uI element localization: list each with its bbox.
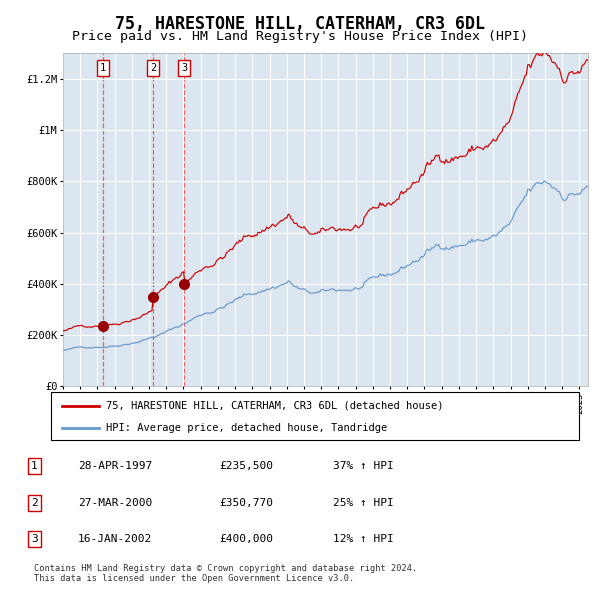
Text: £235,500: £235,500 — [219, 461, 273, 471]
Text: 28-APR-1997: 28-APR-1997 — [78, 461, 152, 471]
Text: 75, HARESTONE HILL, CATERHAM, CR3 6DL: 75, HARESTONE HILL, CATERHAM, CR3 6DL — [115, 15, 485, 32]
Text: 1: 1 — [100, 63, 106, 73]
Text: £350,770: £350,770 — [219, 498, 273, 507]
Text: 2: 2 — [150, 63, 157, 73]
Text: 16-JAN-2002: 16-JAN-2002 — [78, 535, 152, 544]
Text: 2: 2 — [31, 498, 38, 507]
Text: HPI: Average price, detached house, Tandridge: HPI: Average price, detached house, Tand… — [106, 423, 388, 433]
Text: Contains HM Land Registry data © Crown copyright and database right 2024.
This d: Contains HM Land Registry data © Crown c… — [34, 564, 418, 583]
Text: 3: 3 — [181, 63, 187, 73]
Text: 3: 3 — [31, 535, 38, 544]
Text: 27-MAR-2000: 27-MAR-2000 — [78, 498, 152, 507]
Text: 12% ↑ HPI: 12% ↑ HPI — [333, 535, 394, 544]
Text: 25% ↑ HPI: 25% ↑ HPI — [333, 498, 394, 507]
Text: 1: 1 — [31, 461, 38, 471]
Text: Price paid vs. HM Land Registry's House Price Index (HPI): Price paid vs. HM Land Registry's House … — [72, 30, 528, 43]
Text: 75, HARESTONE HILL, CATERHAM, CR3 6DL (detached house): 75, HARESTONE HILL, CATERHAM, CR3 6DL (d… — [106, 401, 444, 411]
FancyBboxPatch shape — [51, 392, 579, 440]
Text: 37% ↑ HPI: 37% ↑ HPI — [333, 461, 394, 471]
Text: £400,000: £400,000 — [219, 535, 273, 544]
